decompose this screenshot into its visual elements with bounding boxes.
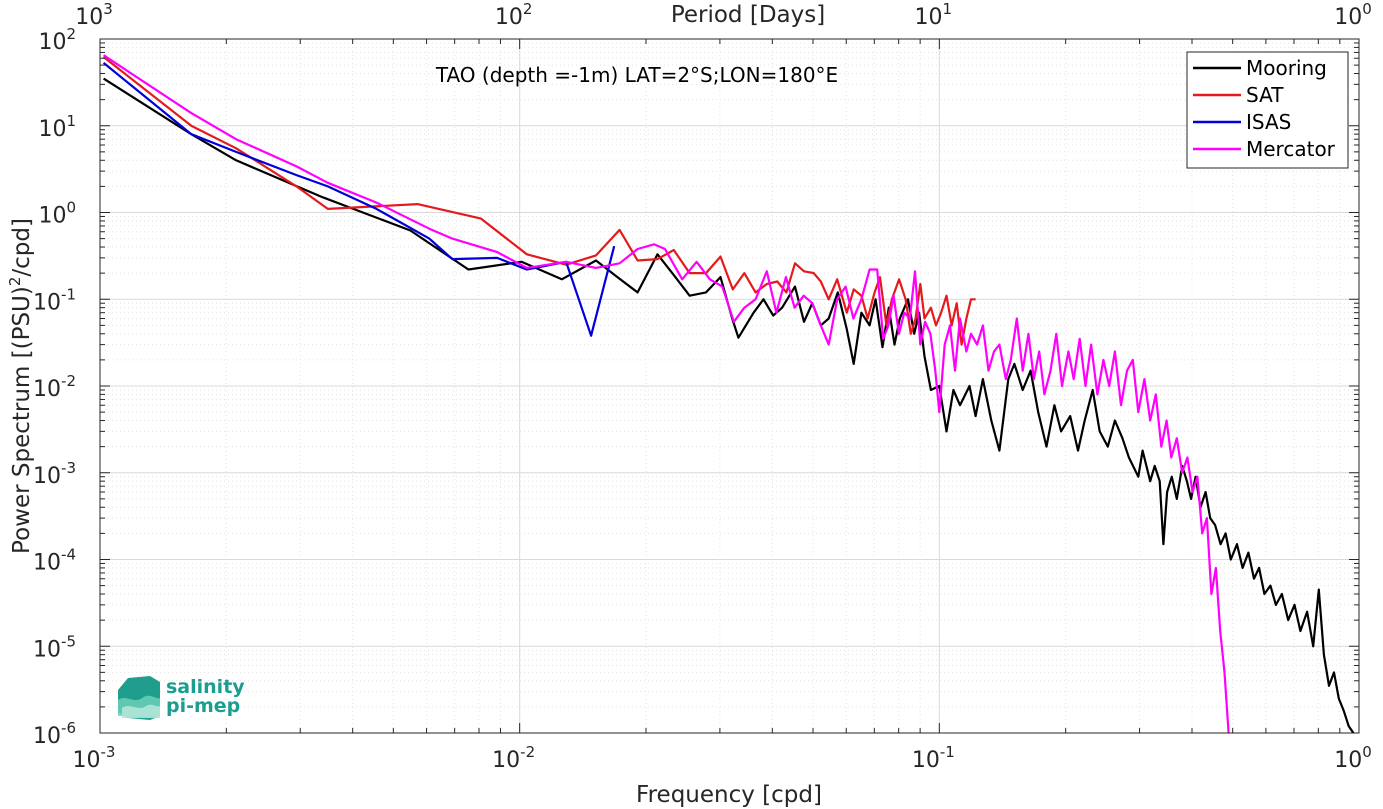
x-tick-label: 10-2 — [492, 743, 535, 773]
x-axis-title: Frequency [cpd] — [636, 782, 822, 808]
chart-title: TAO (depth =-1m) LAT=2°S;LON=180°E — [435, 63, 838, 87]
x-tick-label: 10-1 — [912, 743, 955, 773]
series-layer — [102, 54, 1355, 733]
y-tick-label: 10-6 — [33, 719, 76, 749]
y-tick-label: 100 — [38, 199, 76, 229]
y-axis-title-tail: /cpd] — [9, 218, 35, 277]
y-tick-label: 10-4 — [33, 546, 76, 576]
y-tick-label: 10-1 — [33, 285, 76, 315]
salinity-pi-mep-logo: salinity pi-mep — [118, 676, 245, 720]
top-tick-label: 102 — [495, 0, 533, 30]
top-axis-title: Period [Days] — [671, 2, 825, 28]
y-tick-label: 102 — [38, 25, 76, 55]
logo-text-pimep: pi-mep — [166, 695, 240, 717]
legend-label: Mooring — [1246, 56, 1327, 80]
top-tick-label: 100 — [1334, 0, 1372, 30]
y-tick-label: 10-3 — [33, 459, 76, 489]
legend-label: SAT — [1246, 83, 1284, 107]
logo-wave-pale-icon — [122, 704, 160, 718]
x-tick-label: 100 — [1334, 743, 1372, 773]
series-line-mooring — [103, 77, 1355, 733]
y-tick-label: 101 — [38, 112, 76, 142]
legend-label: Mercator — [1246, 137, 1336, 161]
y-axis-title-main: Power Spectrum [(PSU) — [9, 286, 35, 554]
y-tick-label: 10-5 — [33, 632, 76, 662]
top-tick-label: 103 — [75, 0, 113, 30]
y-axis-title-exp: 2 — [6, 277, 24, 287]
y-axis-title: Power Spectrum [(PSU)2/cpd] — [6, 218, 35, 554]
legend-label: ISAS — [1246, 110, 1291, 134]
series-line-sat — [102, 56, 976, 346]
axis-ticks — [99, 38, 1360, 734]
y-tick-label: 10-2 — [33, 372, 76, 402]
series-line-mercator — [102, 54, 1230, 733]
x-tick-label: 10-3 — [73, 743, 116, 773]
legend: Mooring SAT ISAS Mercator — [1186, 51, 1349, 169]
legend-items: Mooring SAT ISAS Mercator — [1193, 56, 1336, 161]
logo-text-salinity: salinity — [166, 676, 245, 698]
top-tick-label: 101 — [915, 0, 953, 30]
